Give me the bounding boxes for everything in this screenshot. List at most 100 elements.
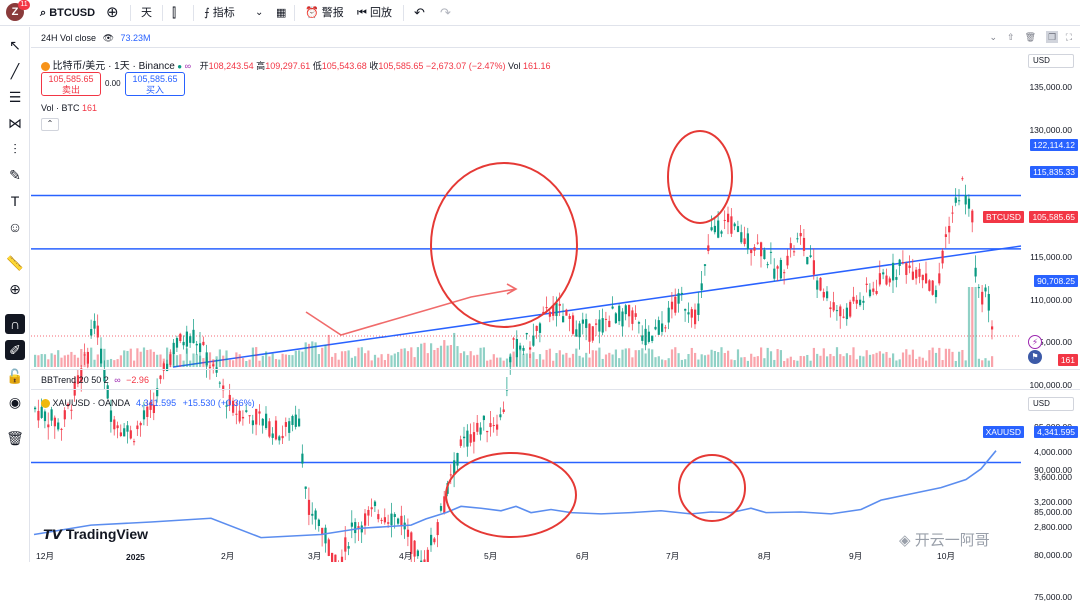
watermark-icon: ◈ xyxy=(899,532,911,549)
flag-icon[interactable]: ⚑ xyxy=(1028,350,1042,364)
candle-body xyxy=(529,347,532,350)
indicators-button[interactable]: ⨍ 指标 xyxy=(204,7,235,19)
symbol-search[interactable]: ⌕ BTCUSD xyxy=(40,0,95,26)
volume-bar xyxy=(123,350,126,367)
maximize-icon[interactable]: ⛶ xyxy=(1065,32,1072,42)
volume-bar xyxy=(116,359,119,367)
candle-body xyxy=(948,225,951,233)
candle-body xyxy=(410,532,413,554)
currency-select-1[interactable]: USD xyxy=(1028,54,1074,68)
volume-bar xyxy=(802,356,806,367)
lock-drawing-icon[interactable]: ✐ xyxy=(5,340,25,360)
volume-bar xyxy=(288,354,291,367)
templates-icon[interactable]: ▦ xyxy=(276,7,287,19)
lightning-icon[interactable]: ⚡ xyxy=(1028,335,1042,349)
volume-bar xyxy=(499,357,502,367)
volume-bar xyxy=(37,355,40,367)
volume-bar xyxy=(430,343,433,367)
candle-body xyxy=(261,418,264,426)
volume-bar xyxy=(383,360,386,367)
volume-bar xyxy=(80,348,83,367)
ruler-icon[interactable]: 📏 xyxy=(6,255,24,271)
price-axis-tick: 110,000.00 xyxy=(1030,294,1072,305)
volume-bar xyxy=(789,356,792,367)
volume-bar xyxy=(941,360,944,367)
candle-body xyxy=(192,329,195,344)
volume-bar xyxy=(862,356,865,367)
candle-type-icon[interactable]: ⫿ xyxy=(172,5,177,20)
volume-bar xyxy=(568,357,571,367)
candle-body xyxy=(311,513,314,516)
candle-body xyxy=(565,309,568,316)
volume-bar xyxy=(340,351,344,367)
candle-body xyxy=(921,274,924,281)
collapse-icon[interactable]: ⌄ xyxy=(989,32,998,42)
volume-bar xyxy=(631,357,634,367)
compare-add-icon[interactable]: ⊕ xyxy=(106,4,119,21)
volume-bar xyxy=(156,354,159,367)
volume-bar xyxy=(40,354,43,367)
volume-bar xyxy=(901,352,905,367)
candle-body xyxy=(218,382,221,384)
emoji-icon[interactable]: ☺ xyxy=(7,219,23,235)
level-tag-3: 90,708.25 xyxy=(1034,275,1078,287)
brush-icon[interactable]: ✎ xyxy=(9,167,21,183)
candle-body xyxy=(377,514,380,520)
lock-icon[interactable]: 🔓 xyxy=(6,368,24,384)
candle-body xyxy=(911,271,914,280)
prediction-icon[interactable]: ⫶ xyxy=(13,141,17,157)
fib-icon[interactable]: ☰ xyxy=(8,89,22,105)
candle-body xyxy=(413,540,416,557)
volume-bar xyxy=(496,357,499,367)
candle-body xyxy=(486,430,489,433)
volume-bar xyxy=(67,354,70,367)
candle-body xyxy=(542,311,545,314)
annotation-arrow xyxy=(305,288,517,336)
delete-pane-icon[interactable]: 🗑 xyxy=(1024,32,1037,42)
candle-body xyxy=(651,335,654,341)
chart-area[interactable]: 24H Vol close 👁 73.23M ⌄ ⇧ 🗑 ❐ ⛶ 比特币/美元 … xyxy=(31,27,1080,602)
sell-button[interactable]: 105,585.65 卖出 xyxy=(41,72,101,96)
candle-body xyxy=(703,264,707,266)
candle-body xyxy=(631,310,634,324)
volume-bar xyxy=(152,351,155,367)
volume-bar xyxy=(733,360,736,367)
candle-body xyxy=(113,419,116,430)
eye-toggle-icon[interactable]: 👁 xyxy=(102,33,114,43)
volume-bar xyxy=(621,349,624,367)
cursor-icon[interactable]: ↖ xyxy=(9,37,21,53)
level-tag-1: 122,114.12 xyxy=(1030,139,1078,151)
collapse-legend-icon[interactable]: ⌃ xyxy=(41,118,59,131)
currency-select-2[interactable]: USD xyxy=(1028,397,1074,411)
replay-button[interactable]: ⏮ 回放 xyxy=(357,7,392,19)
trash-icon[interactable]: 🗑 xyxy=(6,430,24,446)
undo-icon[interactable]: ↶ xyxy=(414,5,425,20)
candle-body xyxy=(288,421,291,433)
layout-menu-icon[interactable]: ⌄ xyxy=(255,7,264,18)
volume-bar xyxy=(159,354,162,367)
candle-body xyxy=(519,345,522,350)
pattern-icon[interactable]: ⋈ xyxy=(8,115,22,131)
candle-body xyxy=(954,197,957,203)
time-axis-tick: 7月 xyxy=(666,551,680,561)
restore-icon[interactable]: ❐ xyxy=(1046,31,1059,43)
candle-body xyxy=(674,296,677,313)
candle-body xyxy=(618,305,621,322)
buy-button[interactable]: 105,585.65 买入 xyxy=(125,72,185,96)
candle-body xyxy=(644,328,647,346)
volume-bar xyxy=(43,354,47,367)
volume-bar xyxy=(964,360,967,367)
zoom-in-icon[interactable]: ⊕ xyxy=(9,281,21,297)
alerts-button[interactable]: ⏰ 警报 xyxy=(305,7,344,19)
link-icon: ∞ xyxy=(184,61,192,71)
eye-icon[interactable]: ◉ xyxy=(8,394,22,410)
magnet-icon[interactable]: ∩ xyxy=(5,314,25,334)
trend-line-icon[interactable]: ╱ xyxy=(10,63,20,79)
interval-button[interactable]: 天 xyxy=(141,7,152,19)
move-up-icon[interactable]: ⇧ xyxy=(1007,32,1015,42)
volume-bar xyxy=(915,358,918,367)
volume-bar xyxy=(232,360,235,367)
volume-bar xyxy=(119,355,122,367)
text-icon[interactable]: T xyxy=(10,193,20,209)
redo-icon[interactable]: ↷ xyxy=(440,5,451,20)
